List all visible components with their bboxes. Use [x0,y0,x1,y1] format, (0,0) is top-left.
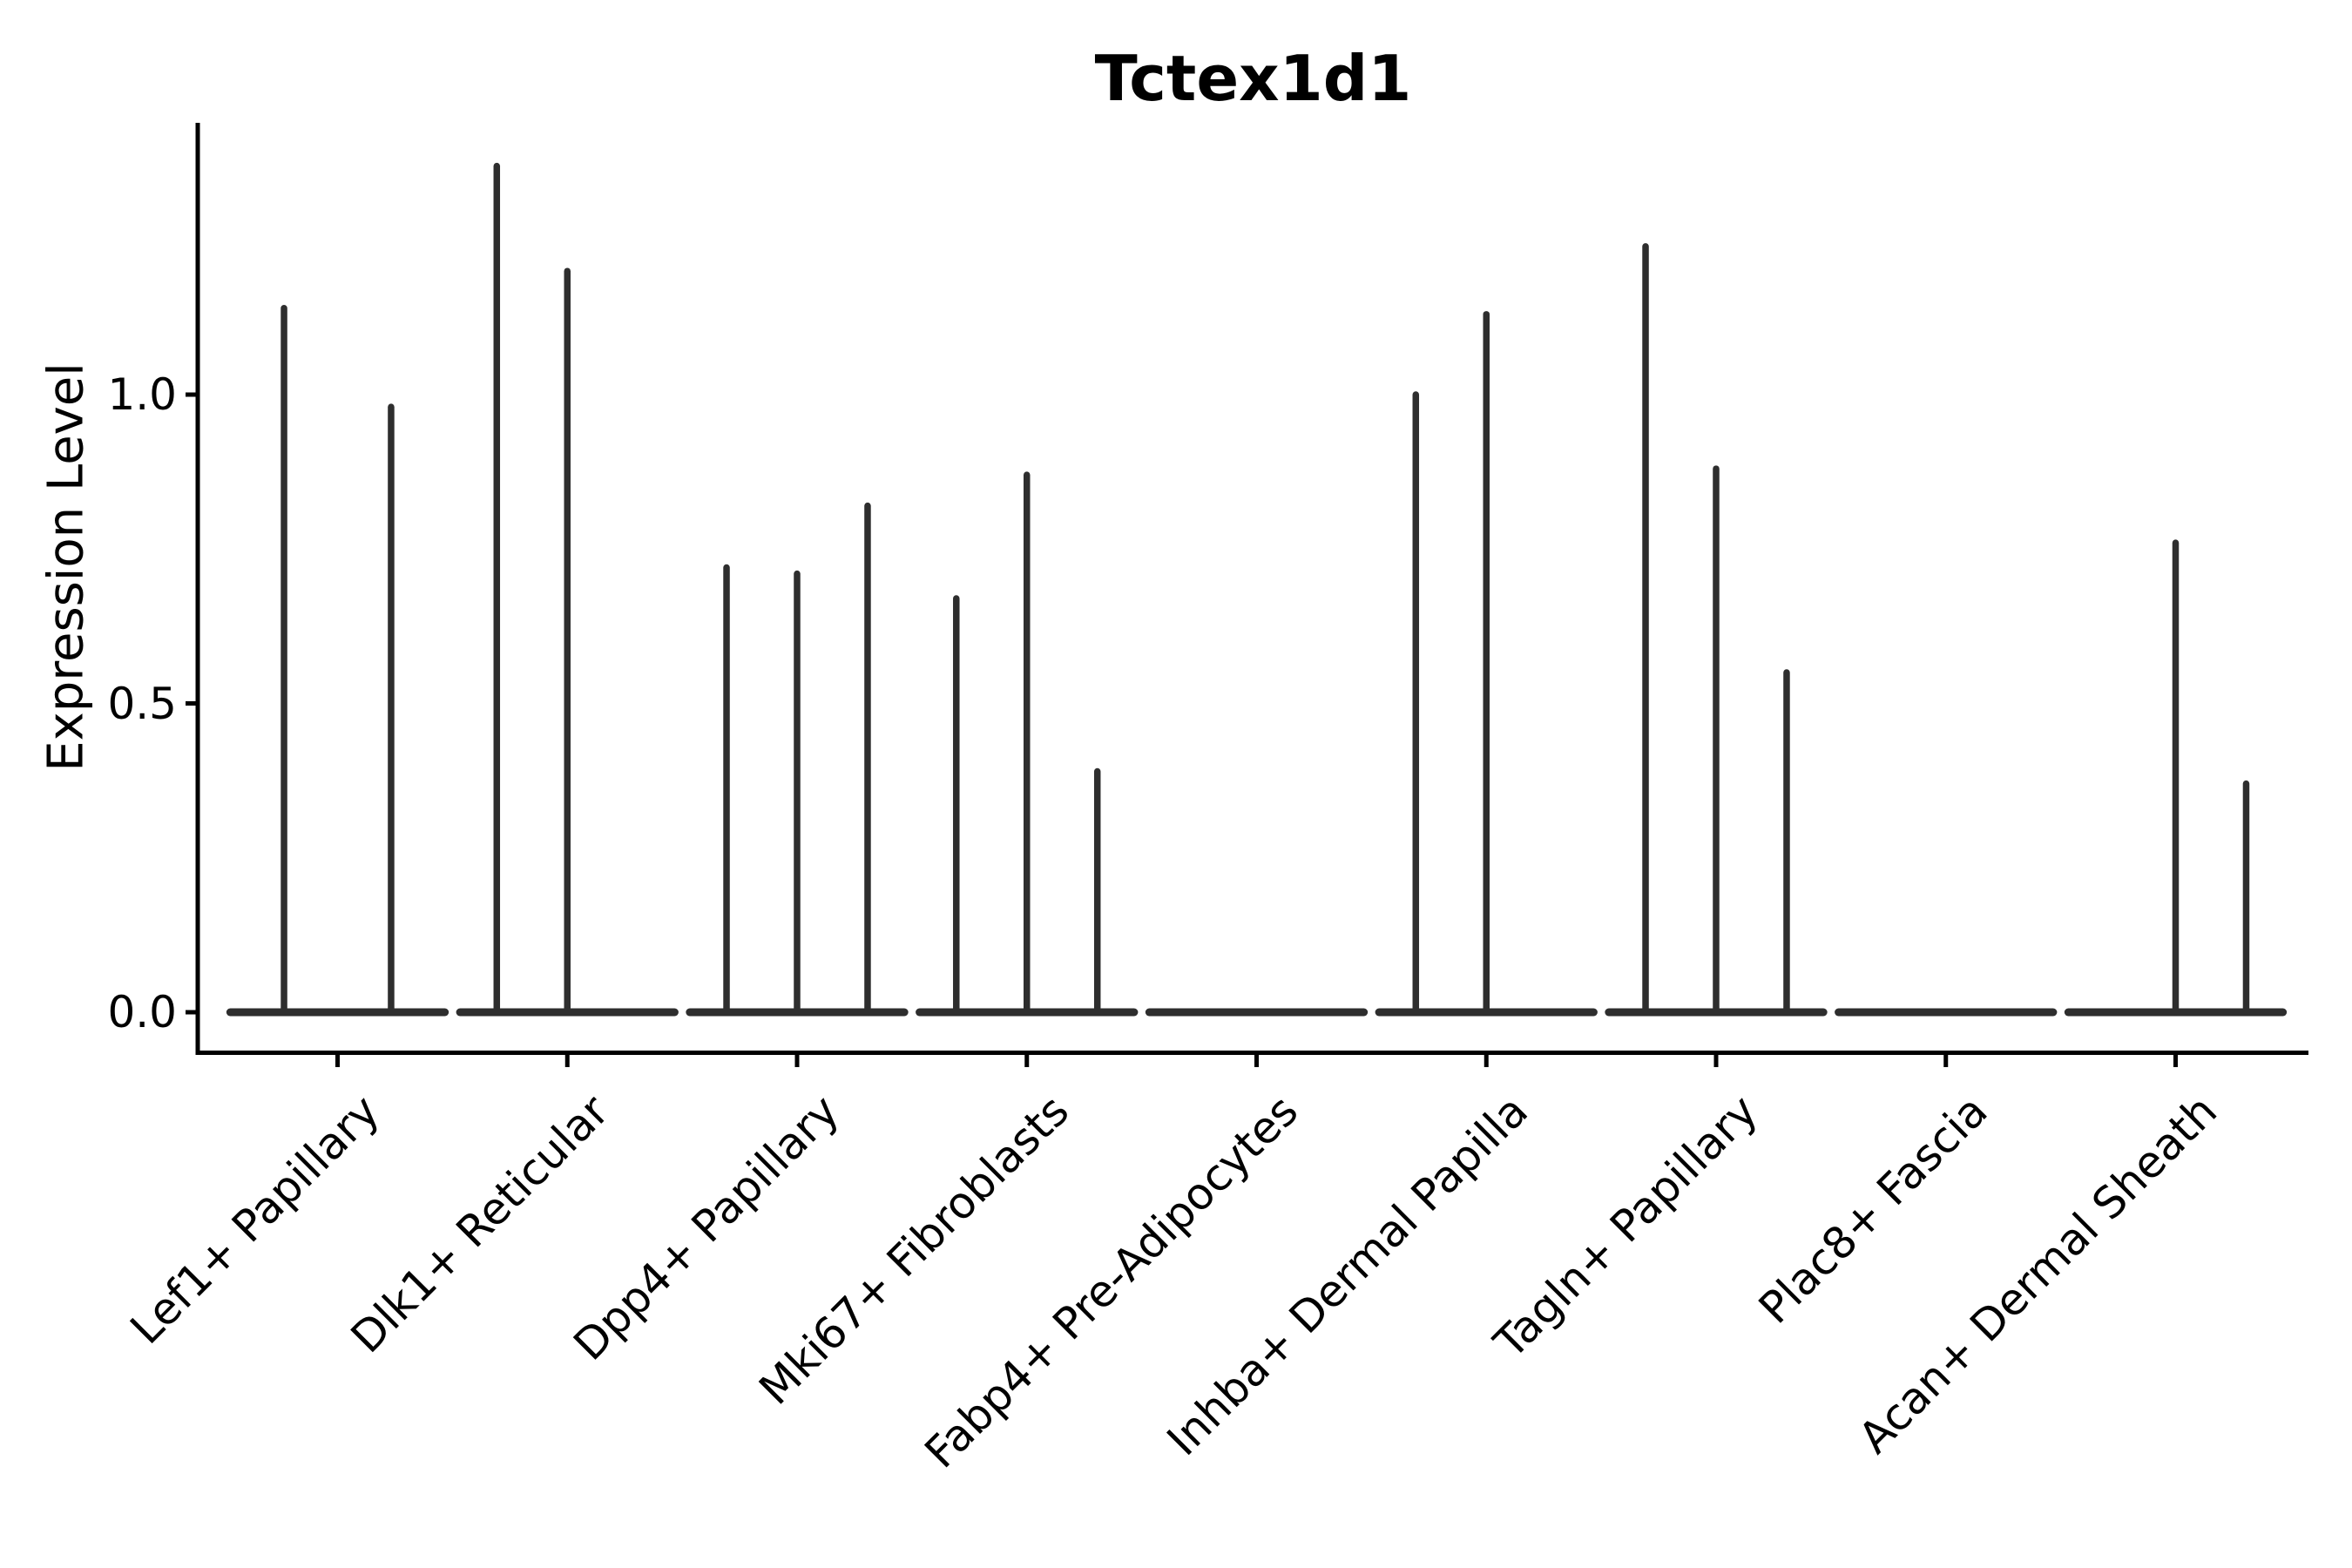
y-tick-label: 1.0 [107,369,177,420]
chart-title: Tctex1d1 [1094,42,1412,115]
y-tick-label: 0.5 [107,678,177,729]
y-tick-label: 0.0 [107,987,177,1037]
